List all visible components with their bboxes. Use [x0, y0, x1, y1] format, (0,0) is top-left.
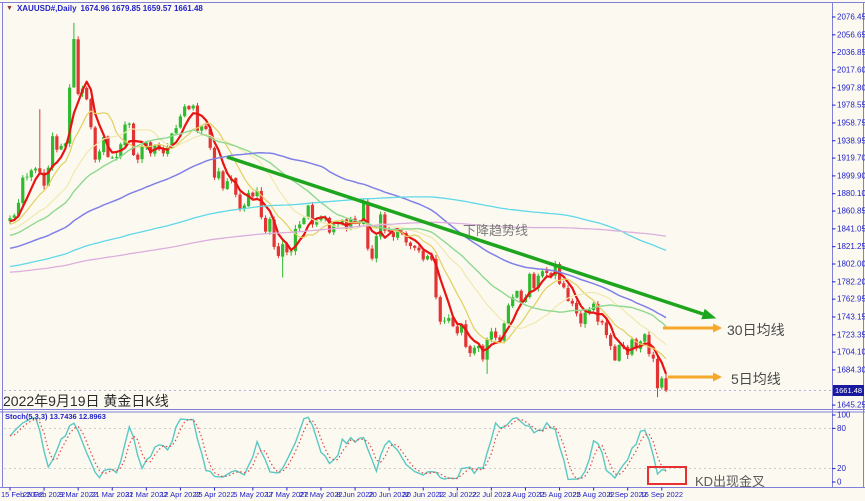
- stoch-d-line: [9, 418, 667, 480]
- date-tick-label: 17 May 2022: [265, 490, 308, 499]
- ma-line-ma30: [9, 129, 667, 327]
- ma-line-ma130: [9, 196, 667, 268]
- ma-line-ma200: [9, 221, 667, 273]
- price-tick-label: 1919.70: [837, 154, 865, 163]
- ma-line-ma10: [9, 110, 667, 360]
- stoch-k-line: [9, 416, 667, 481]
- date-tick-label: 25 Feb 2022: [23, 490, 65, 499]
- price-tick-label: 1802.00: [837, 260, 865, 269]
- price-tick-label: 1880.10: [837, 189, 865, 198]
- date-tick-label: 15 Aug 2022: [538, 490, 580, 499]
- ma-line-ma60: [9, 152, 667, 319]
- date-tick-label: 20 Jun 2022: [368, 490, 409, 499]
- date-tick-label: 12 Jul 2022: [438, 490, 477, 499]
- date-tick-label: 5 May 2022: [233, 490, 272, 499]
- date-tick-label: 15 Feb 2022: [1, 490, 43, 499]
- price-tick-label: 1684.30: [837, 365, 865, 374]
- date-tick-label: 8 Jun 2022: [336, 490, 373, 499]
- stoch-tick-label: 100: [837, 411, 851, 420]
- ma5-pointer-arrow-icon: [713, 372, 722, 382]
- price-tick-label: 1743.15: [837, 312, 865, 321]
- ma30-pointer-arrow-icon: [713, 323, 722, 333]
- date-tick-label: 21 Mar 2022: [91, 490, 133, 499]
- date-tick-label: 31 Mar 2022: [125, 490, 167, 499]
- price-tick-label: 1978.55: [837, 101, 865, 110]
- trendline-arrowhead-icon: [701, 308, 717, 320]
- date-note-label[interactable]: 2022年9月19日 黄金日K线: [3, 393, 169, 409]
- ma-line-ma5: [9, 80, 668, 375]
- price-tick-label: 1997.80: [837, 83, 865, 92]
- price-tick-label: 2017.60: [837, 65, 865, 74]
- kd-cross-highlight-box[interactable]: [647, 466, 687, 485]
- stoch-tick-label: 80: [837, 424, 846, 433]
- price-tick-label: 1723.35: [837, 330, 865, 339]
- price-tick-label: 2036.85: [837, 48, 865, 57]
- date-tick-label: 16 Sep 2022: [641, 490, 684, 499]
- stochastic-plot-area[interactable]: [4, 416, 832, 481]
- price-tick-label: 1704.10: [837, 348, 865, 357]
- kd-cross-annotation-label[interactable]: KD出现金叉: [695, 474, 766, 489]
- date-tick-label: 3 Aug 2022: [506, 490, 544, 499]
- stoch-tick-label: 0: [837, 478, 842, 487]
- candlestick-plot-area[interactable]: [4, 22, 832, 398]
- date-tick-label: 25 Apr 2022: [194, 490, 234, 499]
- ma30-annotation-label[interactable]: 30日均线: [727, 322, 785, 338]
- ohlc-values-label: 1674.96 1679.85 1659.57 1661.48: [80, 4, 203, 13]
- price-tick-label: 1821.25: [837, 242, 865, 251]
- date-tick-label: 25 Aug 2022: [573, 490, 615, 499]
- trendline-annotation-label[interactable]: 下降趋势线: [463, 223, 529, 238]
- stochastic-indicator-label: Stoch(5,3,3) 13.7436 12.8963: [5, 412, 106, 421]
- price-tick-label: 1938.95: [837, 136, 865, 145]
- price-tick-label: 2056.65: [837, 30, 865, 39]
- price-tick-label: 2076.45: [837, 13, 865, 22]
- date-tick-label: 12 Apr 2022: [160, 490, 200, 499]
- price-tick-label: 1958.75: [837, 118, 865, 127]
- chart-title-bar[interactable]: ▼ XAUUSD#,Daily 1674.96 1679.85 1659.57 …: [6, 4, 203, 13]
- current-price-badge: 1661.48: [833, 385, 864, 396]
- date-tick-label: 27 May 2022: [299, 490, 342, 499]
- descending-trendline[interactable]: [226, 155, 704, 316]
- price-tick-label: 1899.90: [837, 171, 865, 180]
- dropdown-arrow-icon[interactable]: ▼: [6, 4, 13, 12]
- stoch-tick-label: 20: [837, 464, 846, 473]
- date-tick-label: 9 Mar 2022: [59, 490, 97, 499]
- ma-line-ma20: [9, 128, 667, 346]
- date-tick-label: 6 Sep 2022: [609, 490, 647, 499]
- price-tick-label: 1782.20: [837, 277, 865, 286]
- symbol-timeframe-label: XAUUSD#,Daily: [16, 4, 77, 13]
- price-tick-label: 1645.25: [837, 401, 865, 410]
- price-tick-label: 1860.85: [837, 207, 865, 216]
- ma5-annotation-label[interactable]: 5日均线: [731, 371, 781, 387]
- price-tick-label: 1841.05: [837, 224, 865, 233]
- date-tick-label: 22 Jul 2022: [472, 490, 511, 499]
- price-tick-label: 1762.95: [837, 295, 865, 304]
- date-tick-label: 30 Jun 2022: [403, 490, 444, 499]
